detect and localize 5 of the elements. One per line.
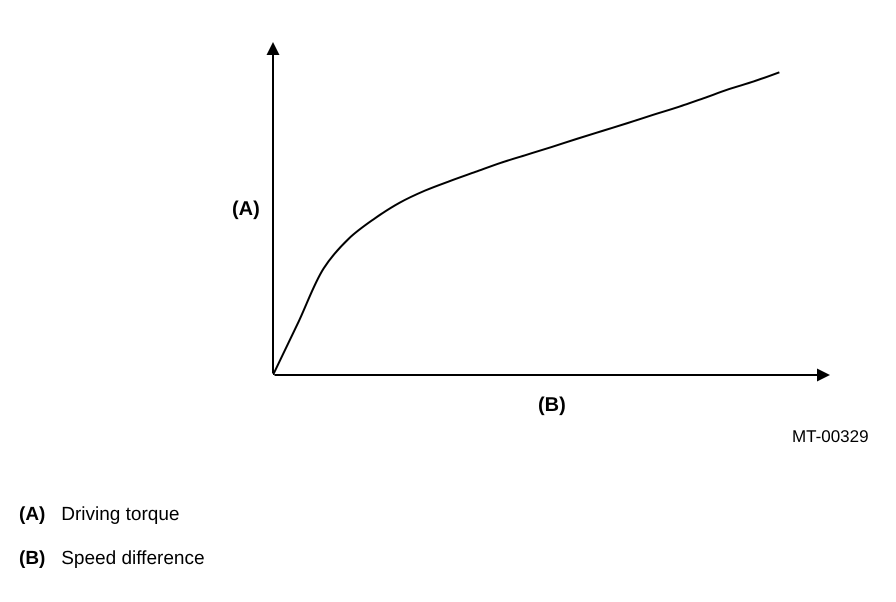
text: (A) Driving torque <box>19 504 180 525</box>
text: MT-00329 <box>792 427 869 446</box>
x-axis-title: (B) <box>538 394 566 416</box>
text: (B) Speed difference <box>19 548 205 569</box>
y-axis-title: (A) <box>232 198 260 220</box>
